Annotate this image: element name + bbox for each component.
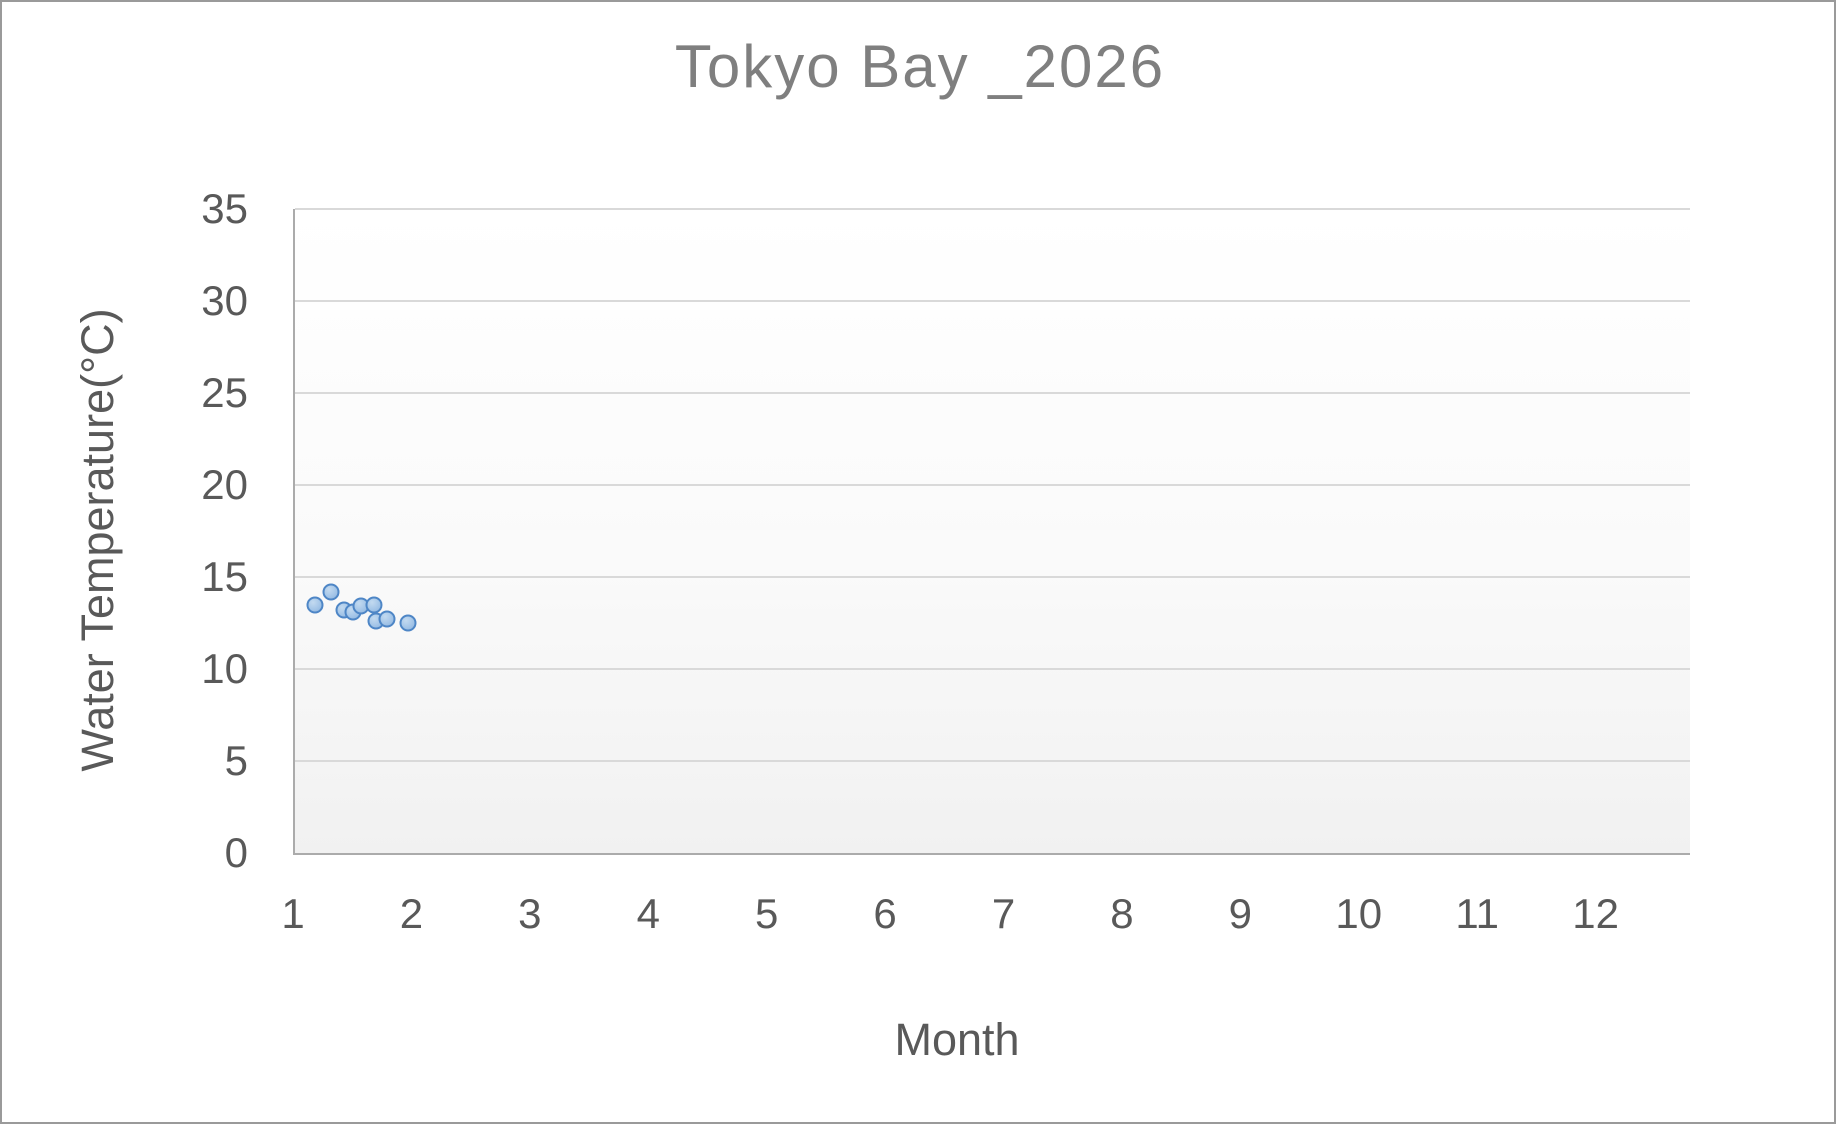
y-tick-label-15: 15 <box>201 552 248 600</box>
y-tick-label-30: 30 <box>201 276 248 324</box>
x-tick-label-12: 12 <box>1572 890 1619 937</box>
y-tick-label-0: 0 <box>224 829 248 876</box>
x-tick-label-11: 11 <box>1455 890 1500 937</box>
gridline-y-25 <box>295 392 1690 394</box>
x-tick-label-9: 9 <box>1228 890 1253 937</box>
data-point <box>378 610 396 628</box>
gridline-y-5 <box>295 760 1690 762</box>
gridline-y-20 <box>295 484 1690 486</box>
data-point <box>365 596 383 614</box>
x-tick-label-10: 10 <box>1335 890 1383 937</box>
data-point <box>322 583 340 601</box>
x-axis-title: Month <box>894 1014 1020 1065</box>
data-point <box>399 614 416 632</box>
y-tick-label-35: 35 <box>201 185 248 232</box>
x-tick-label-5: 5 <box>754 890 779 937</box>
x-tick-label-1: 1 <box>281 890 305 937</box>
y-tick-label-10: 10 <box>201 645 248 692</box>
x-tick-label-4: 4 <box>636 890 660 937</box>
x-tick-label-6: 6 <box>873 890 897 937</box>
chart-title: Tokyo Bay _2026 <box>674 33 1166 100</box>
gridline-y-35 <box>295 208 1690 210</box>
gridline-y-10 <box>295 668 1690 670</box>
x-axis-tick-labels: 1 2 3 4 5 6 7 8 9 10 11 12 <box>281 890 1688 937</box>
data-point <box>306 596 324 614</box>
plot-area <box>293 208 1690 855</box>
gridline-y-15 <box>295 576 1690 578</box>
x-tick-label-8: 8 <box>1110 890 1134 937</box>
y-tick-label-20: 20 <box>201 461 248 508</box>
x-tick-label-7: 7 <box>991 890 1016 937</box>
y-tick-label-25: 25 <box>201 368 248 416</box>
y-tick-label-5: 5 <box>224 737 248 784</box>
x-tick-label-2: 2 <box>399 890 424 937</box>
y-axis-tick-labels: 0 5 10 15 20 25 30 35 <box>2 188 248 874</box>
gridline-y-30 <box>295 300 1690 302</box>
x-tick-label-3: 3 <box>518 890 542 937</box>
